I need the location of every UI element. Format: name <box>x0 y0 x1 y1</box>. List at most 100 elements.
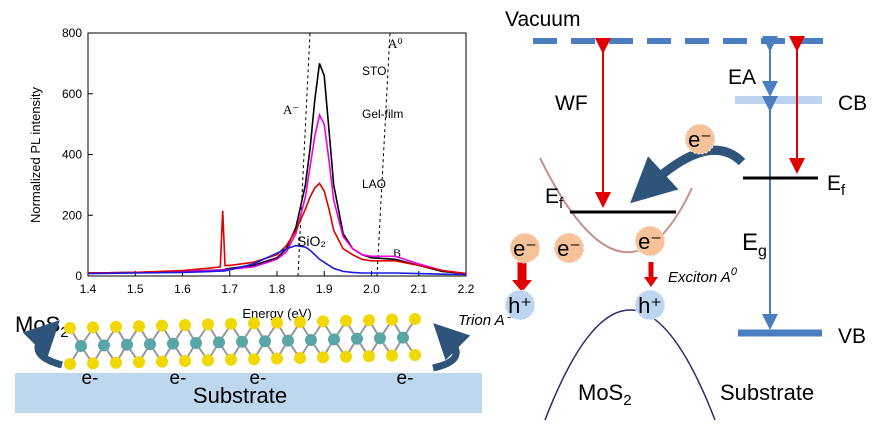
cb-parabola <box>539 157 693 254</box>
trion-arrow-head <box>512 280 532 292</box>
mos2-label: MoS2 <box>578 380 632 409</box>
carrier-label: e⁻ <box>557 236 581 261</box>
x-tick-label: 1.9 <box>316 282 333 296</box>
y-tick-label: 800 <box>62 26 82 40</box>
peak-label: A⁻ <box>283 102 299 117</box>
peak-label: A⁰ <box>388 36 403 51</box>
carrier-bubble <box>504 289 536 321</box>
curved-arrow <box>22 320 63 369</box>
sulfur-atom <box>409 313 421 325</box>
sulfur-atom <box>248 353 260 366</box>
carrier-label: h⁺ <box>638 293 662 318</box>
sulfur-atom <box>202 354 214 367</box>
sulfur-atom <box>202 318 214 331</box>
mo-atom <box>190 337 202 349</box>
eg-label: Eg <box>742 229 767 260</box>
mo-atom <box>305 334 317 346</box>
carrier-bubble <box>509 232 541 264</box>
sulfur-atom <box>317 351 329 364</box>
cb-label: CB <box>838 92 867 115</box>
ef-label: Ef <box>545 185 564 212</box>
x-tick-label: 1.5 <box>127 282 144 296</box>
sulfur-atom <box>271 316 283 329</box>
y-tick-label: 200 <box>62 208 82 222</box>
sulfur-atom <box>156 355 168 368</box>
vb-parabola <box>544 309 716 421</box>
curved-arrow <box>432 323 471 372</box>
mo-atom <box>167 337 179 350</box>
exciton-arrow-head <box>644 277 658 287</box>
y-tick-label: 0 <box>75 269 82 283</box>
mo-atom <box>397 331 409 344</box>
pl-chart: A⁰ A⁻ B Energy (eV) Normalized PL intens… <box>28 26 475 321</box>
wf-label: WF <box>555 92 588 115</box>
carrier-label: e⁻ <box>513 236 537 261</box>
trion-label: Trion A⁻ <box>458 312 514 329</box>
carrier-bubble <box>634 225 666 257</box>
y-axis-label: Normalized PL intensity <box>28 86 43 223</box>
ea-label: EA <box>728 66 756 89</box>
mo-atom <box>236 335 248 348</box>
sulfur-atom <box>294 352 306 364</box>
x-tick-label: 2.0 <box>363 282 380 296</box>
series-label: LAO <box>362 177 386 191</box>
mo-atom <box>121 338 133 351</box>
x-tick-label: 1.8 <box>269 282 286 296</box>
lattice-illustration: Substrate MoS2 e-e-e-e- <box>15 312 482 413</box>
sulfur-atom <box>87 321 99 334</box>
carrier-bubble <box>634 289 666 321</box>
sulfur-atom <box>340 314 352 327</box>
x-tick-label: 2.2 <box>458 282 475 296</box>
substrate-label: Substrate <box>720 380 814 405</box>
substrate-block <box>15 373 482 413</box>
carrier-label: e⁻ <box>688 127 712 152</box>
mo-atom <box>259 335 271 348</box>
sulfur-atom <box>271 352 283 365</box>
sulfur-atom <box>317 315 329 328</box>
sulfur-atom <box>225 317 237 330</box>
guide-a0 <box>376 32 391 277</box>
sulfur-atom <box>363 314 375 327</box>
sulfur-atom <box>225 353 237 366</box>
x-axis-label: Energy (eV) <box>242 306 311 321</box>
carrier-bubble <box>553 232 585 264</box>
x-tick-label: 1.6 <box>174 282 191 296</box>
vb-label: VB <box>838 325 866 348</box>
mo-atom <box>75 340 87 352</box>
sulfur-atom <box>64 358 76 370</box>
sulfur-atom <box>363 350 375 363</box>
mo-atom <box>374 332 386 345</box>
sulfur-atom <box>133 320 145 333</box>
exciton-label: Exciton A0 <box>668 266 738 286</box>
series-line <box>87 244 467 276</box>
x-tick-label: 1.7 <box>221 282 238 296</box>
sulfur-atom <box>110 320 122 333</box>
y-tick-label: 600 <box>62 87 82 101</box>
band-diagram: Vacuum WF Ef EA CB Ef Eg VB MoS2 Substra… <box>458 8 867 421</box>
x-tick-label: 2.1 <box>410 282 427 296</box>
guide-a-minus <box>297 32 311 277</box>
series-line <box>87 182 467 275</box>
mo-atom <box>213 336 225 349</box>
series-label: Gel-film <box>362 107 403 121</box>
sulfur-atom <box>179 319 191 331</box>
sulfur-atom <box>386 349 398 362</box>
plot-frame <box>87 32 467 277</box>
sulfur-atom <box>248 317 260 330</box>
carrier-label: h⁺ <box>508 293 532 318</box>
carrier-bubble <box>684 123 716 155</box>
sulfur-atom <box>64 322 76 334</box>
vacuum-label: Vacuum <box>505 8 580 31</box>
sulfur-atom <box>294 316 306 328</box>
series-label: STO <box>362 64 386 78</box>
electron-label: e- <box>250 368 267 389</box>
sulfur-atom <box>340 350 352 363</box>
sulfur-atom <box>87 357 99 370</box>
x-tick-label: 1.4 <box>80 282 97 296</box>
electron-label: e- <box>82 368 99 389</box>
ef-label: Ef <box>827 172 846 199</box>
sulfur-atom <box>133 356 145 369</box>
mo-atom <box>98 339 110 352</box>
carrier-label: e⁻ <box>638 229 662 254</box>
